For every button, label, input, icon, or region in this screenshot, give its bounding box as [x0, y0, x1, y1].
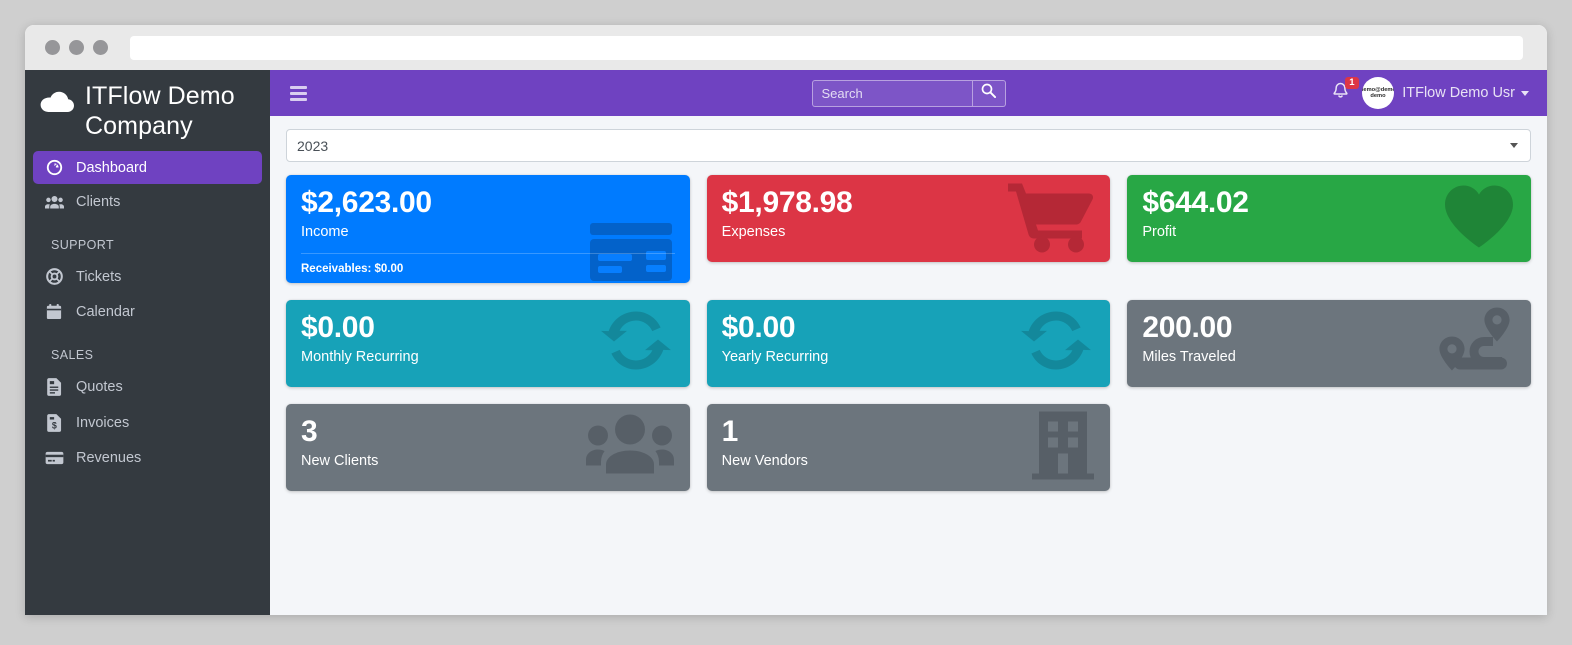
stat-card-label: Yearly Recurring — [721, 348, 829, 365]
sidebar-item-label: Calendar — [76, 303, 135, 320]
sidebar-brand-title: ITFlow Demo Company — [85, 82, 235, 140]
sync-icon — [1018, 306, 1094, 381]
sync-icon — [598, 306, 674, 381]
browser-window: ITFlow Demo Company Dashboard — [25, 25, 1547, 615]
stat-card-profit[interactable]: $644.02 Profit — [1127, 175, 1531, 262]
stat-card-label: Income — [301, 223, 349, 240]
stat-card-label: Monthly Recurring — [301, 348, 419, 365]
sidebar-item-calendar[interactable]: Calendar — [33, 295, 262, 328]
chevron-down-icon — [1521, 90, 1529, 96]
sidebar-item-tickets[interactable]: Tickets — [33, 260, 262, 293]
stat-card-value: $1,978.98 — [721, 186, 853, 219]
bell-icon — [1332, 82, 1349, 105]
user-menu[interactable]: demo@demo demo ITFlow Demo Usr — [1362, 77, 1529, 109]
topbar-right: 1 demo@demo demo ITFlow Demo Usr — [1332, 76, 1529, 109]
stat-card-label: New Vendors — [721, 452, 808, 469]
cloud-icon — [39, 90, 75, 119]
stat-card-value: 3 — [301, 414, 318, 448]
users-icon — [43, 195, 65, 210]
sidebar-group-header-support: SUPPORT — [51, 238, 114, 252]
sidebar-group-header-sales: SALES — [51, 348, 94, 362]
credit-card-icon — [43, 451, 65, 465]
calendar-icon — [43, 303, 65, 320]
sidebar-item-label: Quotes — [76, 379, 123, 395]
route-icon — [1435, 306, 1515, 381]
notifications-button[interactable]: 1 — [1332, 76, 1359, 105]
window-controls[interactable] — [39, 40, 108, 55]
avatar: demo@demo demo — [1362, 77, 1395, 109]
topbar: 1 demo@demo demo ITFlow Demo Usr — [270, 70, 1547, 116]
app-root: ITFlow Demo Company Dashboard — [25, 70, 1547, 615]
dashboard-main: 2023 $2,623.00 Income — [270, 116, 1547, 615]
notification-badge: 1 — [1345, 76, 1359, 90]
close-window-dot[interactable] — [45, 40, 60, 55]
stat-card-yearly-recurring[interactable]: $0.00 Yearly Recurring — [706, 299, 1111, 387]
building-icon — [1032, 410, 1095, 485]
stat-card-value: $0.00 — [721, 310, 796, 344]
sidebar-item-revenues[interactable]: Revenues — [33, 442, 262, 474]
minimize-window-dot[interactable] — [69, 40, 84, 55]
stat-card-new-vendors[interactable]: 1 New Vendors — [706, 403, 1111, 491]
life-ring-icon — [43, 268, 65, 285]
stat-card-label: Expenses — [721, 223, 786, 240]
stat-card-value: $2,623.00 — [301, 186, 432, 219]
avatar-line-1: demo@demo — [1362, 87, 1395, 93]
sidebar-item-quotes[interactable]: Quotes — [33, 370, 262, 404]
file-invoice-dollar-icon: $ — [43, 414, 65, 432]
stat-card-label: Miles Traveled — [1142, 348, 1236, 365]
sidebar-nav: Dashboard Clients — [25, 151, 270, 474]
sidebar-item-clients[interactable]: Clients — [33, 186, 262, 218]
file-invoice-icon — [43, 378, 65, 396]
sidebar-item-label: Tickets — [76, 268, 122, 285]
search-form — [811, 79, 1006, 107]
sidebar-item-dashboard[interactable]: Dashboard — [33, 151, 262, 184]
user-name-label: ITFlow Demo Usr — [1402, 85, 1515, 101]
sidebar: ITFlow Demo Company Dashboard — [25, 70, 270, 615]
year-filter: 2023 — [286, 129, 1531, 162]
users-group-icon — [585, 414, 674, 481]
stat-card-footer: Receivables: $0.00 — [301, 252, 675, 283]
maximize-window-dot[interactable] — [93, 40, 108, 55]
stat-card-value: $0.00 — [301, 310, 375, 344]
sidebar-item-label: Invoices — [76, 415, 130, 431]
stat-card-monthly-recurring[interactable]: $0.00 Monthly Recurring — [286, 299, 690, 387]
search-icon — [981, 83, 997, 103]
stat-card-miles-traveled[interactable]: 200.00 Miles Traveled — [1127, 299, 1531, 387]
sidebar-item-label: Clients — [76, 194, 121, 210]
stat-card-value: $644.02 — [1142, 186, 1249, 219]
browser-chrome-bar — [25, 25, 1547, 70]
year-select[interactable]: 2023 — [286, 129, 1531, 162]
content-area: 1 demo@demo demo ITFlow Demo Usr — [270, 70, 1547, 615]
stat-card-income[interactable]: $2,623.00 Income — [286, 175, 690, 283]
gauge-icon — [43, 159, 65, 176]
url-input[interactable] — [130, 35, 1523, 60]
stat-card-new-clients[interactable]: 3 New Clients — [286, 403, 690, 491]
svg-text:$: $ — [51, 420, 56, 430]
stat-card-label: Profit — [1142, 223, 1177, 240]
avatar-line-2: demo — [1370, 93, 1386, 99]
sidebar-item-label: Revenues — [76, 450, 142, 466]
credit-card-icon — [588, 221, 674, 283]
stat-card-grid: $2,623.00 Income — [286, 175, 1531, 491]
stat-card-value: 200.00 — [1142, 310, 1233, 344]
heart-icon — [1443, 183, 1515, 254]
stat-card-value: 1 — [721, 414, 739, 448]
search-button[interactable] — [971, 79, 1006, 107]
sidebar-brand[interactable]: ITFlow Demo Company — [25, 70, 270, 151]
hamburger-icon[interactable] — [288, 82, 309, 105]
shopping-cart-icon — [1006, 178, 1094, 259]
search-input[interactable] — [811, 79, 972, 107]
sidebar-item-invoices[interactable]: $ Invoices — [33, 406, 262, 440]
stat-card-label: New Clients — [301, 452, 379, 469]
sidebar-item-label: Dashboard — [76, 159, 147, 176]
stat-card-expenses[interactable]: $1,978.98 Expenses — [706, 175, 1111, 262]
